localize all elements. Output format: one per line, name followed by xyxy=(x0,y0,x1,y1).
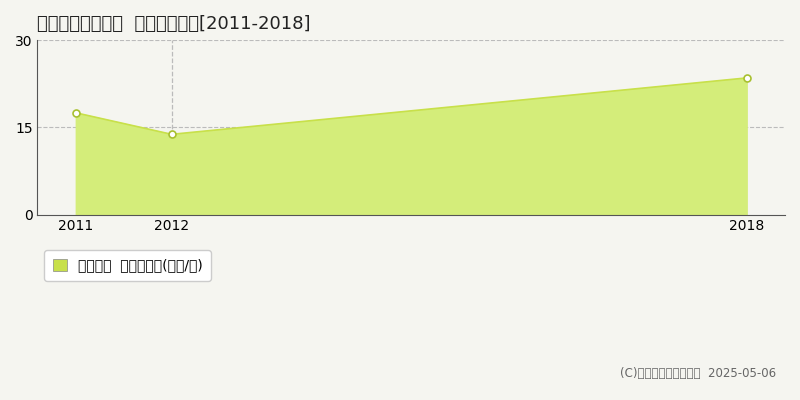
Point xyxy=(70,110,82,116)
Text: 新潟市中央区栄町  土地価格推移[2011-2018]: 新潟市中央区栄町 土地価格推移[2011-2018] xyxy=(38,15,311,33)
Point xyxy=(740,75,753,81)
Point xyxy=(166,131,178,138)
Text: (C)土地価格ドットコム  2025-05-06: (C)土地価格ドットコム 2025-05-06 xyxy=(620,367,776,380)
Legend: 土地価格  平均坪単価(万円/坪): 土地価格 平均坪単価(万円/坪) xyxy=(45,250,211,281)
